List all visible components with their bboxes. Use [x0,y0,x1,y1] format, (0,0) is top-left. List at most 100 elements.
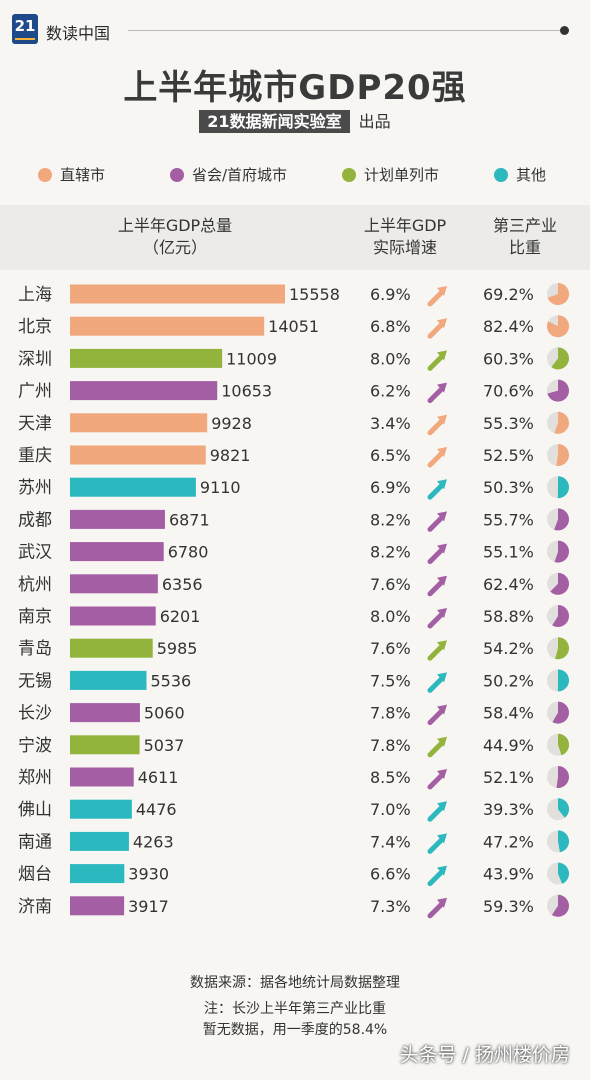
growth-label: 6.6% [370,865,411,884]
tertiary-label: 55.7% [483,510,534,529]
growth-arrow-head [437,833,447,844]
growth-arrow-shaft [427,450,445,468]
gdp-bar [70,670,147,690]
page-title: 上半年城市GDP20强 [123,68,467,108]
gdp-value-label: 3930 [128,865,169,884]
growth-arrow-shaft [427,901,445,919]
footer-note-2: 暂无数据，用一季度的58.4% [202,1022,388,1038]
growth-arrow-shaft [427,708,445,726]
gdp-bar [70,542,164,562]
growth-label: 6.5% [370,446,411,465]
growth-label: 8.2% [370,510,411,529]
gdp-value-label: 15558 [289,285,340,304]
brand-name: 数读中国 [46,24,111,43]
gdp-bar [70,896,125,916]
header-rule [128,30,560,31]
growth-arrow-shaft [427,675,445,693]
gdp-value-label: 10653 [221,382,272,401]
header-gdp-line2: （亿元） [142,238,207,257]
growth-arrow-icon [427,447,447,468]
gdp-value-label: 5037 [144,736,185,755]
city-label: 北京 [18,317,52,337]
gdp-bar-chart: 上海 15558 6.9% 69.2% 北京 14051 6.8% 82.4% 深圳 11009 8… [18,283,570,919]
subtitle-tail: 出品 [358,112,391,131]
growth-arrow-head [437,865,447,876]
growth-arrow-shaft [427,353,445,371]
city-label: 上海 [18,285,52,305]
growth-label: 8.0% [370,607,411,626]
growth-arrow-head [437,543,447,554]
gdp-value-label: 6780 [168,543,209,562]
column-header-band: 上半年GDP总量 （亿元） 上半年GDP 实际增速 第三产业 比重 [0,205,590,270]
gdp-bar [70,831,129,851]
growth-label: 7.3% [370,897,411,916]
city-label: 济南 [18,897,52,917]
growth-arrow-icon [427,704,447,726]
tertiary-label: 55.1% [483,543,534,562]
growth-label: 6.9% [370,285,411,304]
growth-label: 3.4% [370,414,411,433]
gdp-bar [70,348,223,368]
growth-arrow-head [437,640,447,651]
tertiary-label: 47.2% [483,832,534,851]
gdp-value-label: 14051 [268,317,319,336]
growth-label: 7.0% [370,800,411,819]
gdp-value-label: 6356 [162,575,203,594]
growth-arrow-shaft [427,386,445,404]
growth-arrow-shaft [427,514,445,532]
growth-arrow-head [437,318,447,329]
growth-arrow-head [437,736,447,747]
subtitle: 21数据新闻实验室 出品 [0,108,590,133]
tertiary-label: 62.4% [483,575,534,594]
tertiary-pie-slice [558,830,570,853]
growth-arrow-shaft [427,611,445,629]
gdp-value-label: 4611 [138,768,179,787]
city-label: 南京 [18,607,52,627]
tertiary-label: 59.3% [483,897,534,916]
city-label: 深圳 [18,349,52,369]
growth-arrow-shaft [427,772,445,790]
growth-arrow-icon [427,897,447,919]
tertiary-label: 69.2% [483,285,534,304]
gdp-bar [70,767,134,787]
growth-arrow-icon [427,382,447,404]
city-label: 广州 [18,382,52,402]
gdp-value-label: 6201 [160,607,201,626]
gdp-value-label: 5536 [151,671,192,690]
growth-arrow-icon [427,833,447,854]
gdp-value-label: 9928 [211,414,252,433]
gdp-bar [70,574,158,594]
gdp-value-label: 3917 [128,897,169,916]
gdp-bar [70,799,132,819]
tertiary-pie-slice [552,605,569,627]
tertiary-pie-slice [547,283,570,305]
growth-arrow-icon [427,511,447,532]
gdp-bar [70,606,156,626]
tertiary-label: 39.3% [483,800,534,819]
gdp-bar [70,735,140,755]
growth-arrow-icon [427,286,447,307]
city-label: 天津 [18,414,52,434]
tertiary-pie-slice [547,315,569,338]
legend-label: 省会/首府城市 [192,166,288,184]
brand-logo: 21 [12,14,38,44]
growth-arrow-shaft [427,289,445,307]
growth-label: 8.2% [370,543,411,562]
gdp-value-label: 4476 [136,800,177,819]
growth-label: 6.2% [370,382,411,401]
tertiary-pie-slice [554,540,569,563]
growth-label: 7.4% [370,832,411,851]
growth-arrow-head [437,769,447,779]
growth-arrow-icon [427,479,447,500]
growth-arrow-icon [427,769,447,790]
tertiary-label: 54.2% [483,639,534,658]
city-label: 杭州 [18,575,52,595]
tertiary-label: 50.3% [483,478,534,497]
growth-label: 7.6% [370,639,411,658]
growth-arrow-head [437,672,447,683]
legend-label: 其他 [516,166,547,184]
growth-arrow-head [437,479,447,490]
growth-arrow-head [437,382,447,393]
tertiary-pie-slice [558,733,569,756]
legend-item-provincial-capital: 省会/首府城市 [170,164,287,185]
